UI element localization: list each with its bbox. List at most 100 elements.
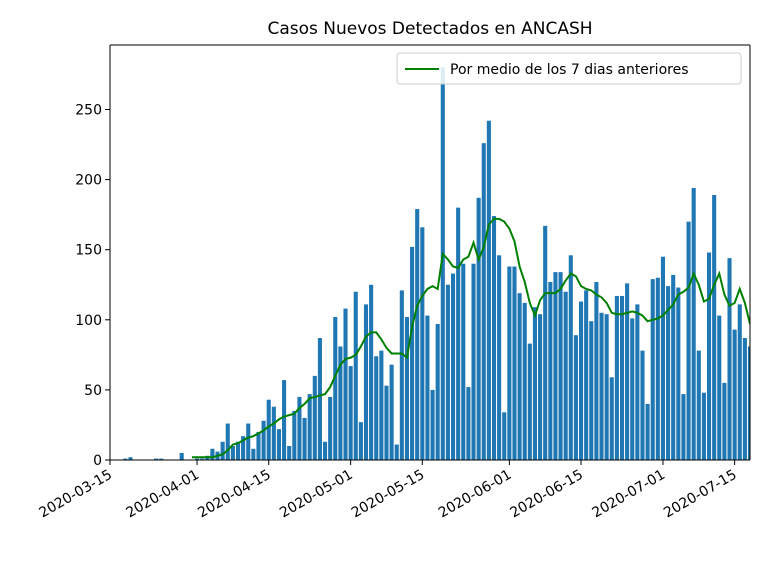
bar [594, 281, 599, 460]
bar [394, 444, 399, 460]
bar [660, 256, 666, 460]
bar [369, 284, 374, 460]
bar [543, 225, 548, 460]
bar [425, 315, 430, 460]
bar [568, 255, 573, 460]
bar [497, 255, 502, 460]
bar [573, 335, 578, 460]
bar [322, 441, 328, 460]
bar [522, 302, 527, 460]
bar [614, 295, 619, 460]
bar [251, 448, 256, 460]
bar [589, 321, 594, 460]
bar [696, 350, 701, 460]
bar [481, 143, 486, 460]
bar [220, 441, 225, 460]
bar [732, 329, 737, 460]
bar [230, 445, 235, 460]
bar [640, 350, 645, 460]
bar [256, 431, 261, 460]
bar [440, 67, 445, 460]
bar [379, 350, 384, 460]
bar [717, 315, 722, 460]
bar [435, 324, 440, 460]
bar [486, 120, 491, 460]
bar [312, 375, 317, 460]
bar [599, 312, 604, 460]
bar [517, 293, 522, 460]
bar [154, 458, 159, 460]
bar [445, 284, 450, 460]
bar [450, 273, 456, 460]
bar [538, 314, 543, 460]
legend-box [396, 52, 742, 85]
bar [241, 436, 246, 460]
y-tick-label: 250 [75, 102, 102, 118]
bar [712, 195, 717, 460]
bar [625, 283, 630, 460]
bar [282, 380, 287, 460]
bar [558, 272, 563, 460]
bar [430, 389, 435, 460]
bar [415, 209, 420, 460]
bar [609, 377, 614, 460]
bar [348, 366, 353, 460]
bar [512, 266, 517, 460]
bar [471, 263, 476, 460]
bar [399, 290, 404, 460]
bar [374, 356, 379, 460]
bar [292, 410, 297, 460]
bar [456, 207, 461, 460]
bar [194, 458, 200, 460]
bar [338, 346, 343, 460]
bar [584, 290, 589, 460]
bar [343, 308, 348, 460]
bar [686, 221, 691, 460]
bar [266, 399, 271, 460]
chart-title: Casos Nuevos Detectados en ANCASH [267, 19, 592, 39]
bar [630, 318, 635, 460]
legend-label: Por medio de los 7 dias anteriores [450, 62, 689, 78]
bar [742, 338, 747, 460]
y-tick-label: 50 [84, 383, 102, 399]
bar [722, 382, 727, 460]
bar [328, 396, 333, 460]
bar [681, 394, 686, 460]
bar [507, 266, 512, 460]
bar [297, 396, 302, 460]
y-tick-label: 100 [75, 313, 102, 329]
bar [553, 272, 558, 460]
bar [747, 346, 750, 460]
bar [691, 188, 696, 460]
bar [302, 417, 307, 460]
bar [363, 304, 369, 460]
bar [179, 452, 184, 460]
bar [420, 227, 425, 460]
bar [307, 394, 312, 460]
bar [527, 343, 532, 460]
bar [246, 423, 251, 460]
bar [466, 387, 471, 460]
bar [461, 263, 466, 460]
bar [333, 316, 338, 460]
bar [210, 448, 215, 460]
bar [548, 281, 553, 460]
bar [287, 445, 292, 460]
bar [706, 252, 712, 460]
bar [271, 406, 276, 460]
bar [123, 458, 128, 460]
bar [225, 423, 230, 460]
bar [727, 258, 732, 460]
bar [476, 197, 481, 460]
bar [410, 246, 415, 460]
bar [317, 338, 322, 460]
line [191, 217, 750, 459]
bar [619, 295, 625, 460]
bar [650, 279, 655, 460]
bar [532, 307, 538, 460]
bar [655, 277, 660, 460]
bar [645, 403, 650, 460]
bar [737, 304, 742, 460]
y-tick-label: 0 [93, 453, 102, 469]
